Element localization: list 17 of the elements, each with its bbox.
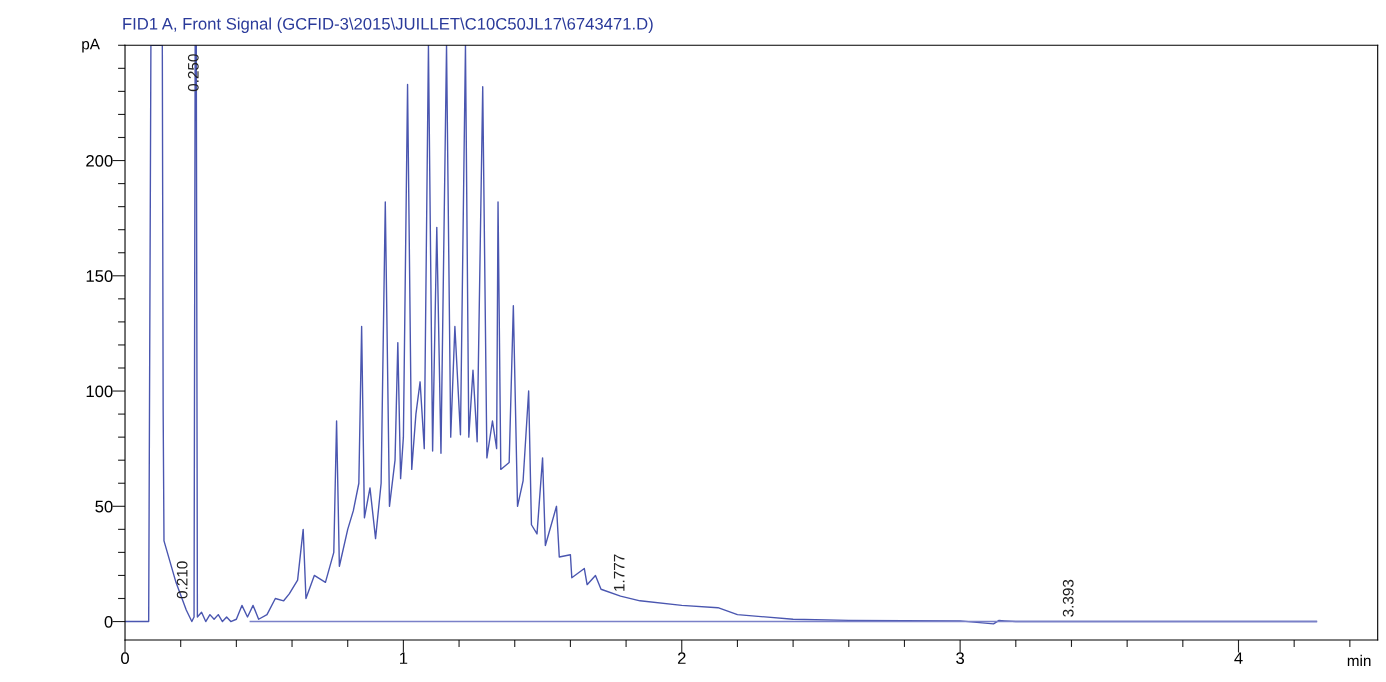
y-axis-title: pA bbox=[82, 38, 100, 53]
x-tick-label: 2 bbox=[677, 652, 686, 664]
x-tick-label: 1 bbox=[400, 652, 408, 664]
x-tick-label: 3 bbox=[956, 652, 965, 665]
x-tick-label: 0 bbox=[121, 652, 129, 665]
chart-title: FID1 A, Front Signal (GCFID-3\2015\JUILLET\C10C50JL17\6743471.D) bbox=[123, 17, 653, 33]
annotation: 3.393 bbox=[1062, 579, 1074, 617]
x-axis-title: min bbox=[1347, 654, 1371, 666]
y-tick-label: 0 bbox=[104, 615, 113, 628]
y-tick-label: 100 bbox=[86, 385, 113, 398]
annotation: 0.250 bbox=[187, 54, 199, 92]
annotation: 0.210 bbox=[176, 561, 188, 599]
annotation: 1.777 bbox=[613, 554, 625, 591]
y-tick-label: 200 bbox=[86, 154, 113, 167]
y-tick-label: 150 bbox=[86, 270, 113, 282]
x-tick-label: 4 bbox=[1234, 652, 1243, 664]
y-tick-label: 50 bbox=[95, 500, 113, 513]
